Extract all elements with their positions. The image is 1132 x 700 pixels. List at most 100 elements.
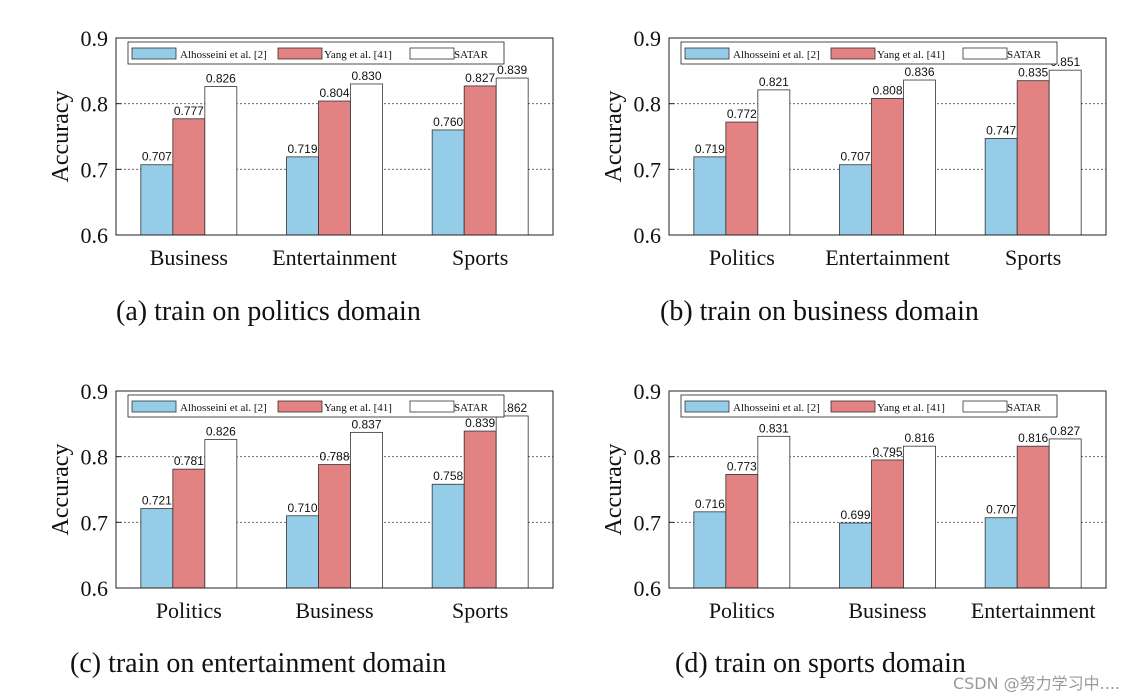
y-axis-label: Accuracy [48, 444, 74, 536]
x-tick-label: Business [150, 245, 228, 270]
x-tick-label: Sports [1005, 245, 1061, 270]
y-tick-label: 0.9 [634, 26, 662, 51]
y-axis-label: Accuracy [601, 444, 627, 536]
y-tick-label: 0.9 [634, 379, 662, 404]
x-tick-label: Politics [156, 598, 222, 623]
chart-caption: (d) train on sports domain [675, 648, 966, 679]
bar-satar-sports [495, 415, 529, 589]
data-label: 0.747 [986, 123, 1016, 137]
bar-yang-et-al-41--politics [725, 473, 759, 589]
bar-yang-et-al-41--sports [1016, 80, 1050, 236]
axes-frame [115, 37, 554, 236]
bar-alhosseini-et-al-2--entertainment [286, 156, 319, 236]
bar-satar-entertainment [903, 79, 936, 236]
bar-yang-et-al-41--politics [725, 121, 759, 236]
data-label: 0.804 [319, 86, 349, 100]
legend-swatch [684, 47, 730, 60]
y-tick-label: 0.7 [634, 510, 662, 535]
bar-yang-et-al-41--sports [463, 85, 497, 236]
data-label: 0.835 [1018, 66, 1048, 80]
data-label: 0.710 [287, 501, 317, 515]
data-label: 0.716 [695, 497, 725, 511]
data-label: 0.719 [695, 142, 725, 156]
legend-label: Alhosseini et al. [2] [733, 49, 820, 61]
data-label: 0.781 [174, 454, 204, 468]
data-label: 0.827 [465, 71, 495, 85]
bar-satar-business [204, 86, 238, 236]
bar-alhosseini-et-al-2--sports [431, 129, 465, 236]
chart-caption: (b) train on business domain [660, 296, 979, 327]
y-tick-label: 0.7 [81, 157, 109, 182]
data-label: 0.831 [759, 421, 789, 435]
y-tick-label: 0.7 [634, 157, 662, 182]
x-tick-label: Business [848, 598, 926, 623]
data-label: 0.816 [1018, 431, 1048, 445]
legend-label: Yang et al. [41] [877, 49, 945, 61]
y-tick-label: 0.9 [81, 26, 109, 51]
data-label: 0.699 [840, 508, 870, 522]
data-label: 0.707 [142, 150, 172, 164]
legend-swatch [409, 47, 455, 60]
legend-label: Yang et al. [41] [324, 49, 392, 61]
data-label: 0.826 [206, 72, 236, 86]
x-tick-label: Entertainment [272, 245, 397, 270]
legend-label: Alhosseini et al. [2] [180, 49, 267, 61]
bar-alhosseini-et-al-2--sports [984, 138, 1018, 236]
legend-swatch [962, 400, 1008, 413]
bar-alhosseini-et-al-2--business [140, 164, 174, 236]
y-tick-label: 0.8 [634, 445, 662, 470]
data-label: 0.773 [727, 459, 757, 473]
data-label: 0.816 [904, 431, 934, 445]
legend-label: Alhosseini et al. [2] [180, 402, 267, 414]
bar-alhosseini-et-al-2--business [286, 515, 319, 589]
bar-yang-et-al-41--politics [172, 468, 206, 589]
y-tick-label: 0.9 [81, 379, 109, 404]
bar-alhosseini-et-al-2--politics [693, 156, 727, 236]
data-label: 0.788 [319, 450, 349, 464]
bar-alhosseini-et-al-2--entertainment [839, 164, 872, 236]
x-tick-label: Politics [709, 598, 775, 623]
legend-label: Yang et al. [41] [877, 402, 945, 414]
chart-panel-4: 0.7160.7730.831Politics0.6990.7950.816Bu… [601, 379, 1107, 679]
bar-yang-et-al-41--business [871, 459, 904, 589]
bar-yang-et-al-41--business [172, 118, 206, 236]
data-label: 0.862 [497, 401, 527, 415]
data-label: 0.758 [433, 469, 463, 483]
data-label: 0.760 [433, 115, 463, 129]
bar-alhosseini-et-al-2--business [839, 522, 872, 589]
data-label: 0.777 [174, 104, 204, 118]
legend-swatch [277, 400, 323, 413]
legend-label: Alhosseini et al. [2] [733, 402, 820, 414]
legend-swatch [684, 400, 730, 413]
bar-satar-politics [757, 89, 791, 236]
legend-swatch [131, 47, 177, 60]
bar-yang-et-al-41--entertainment [1016, 445, 1050, 589]
bar-satar-politics [204, 439, 238, 589]
x-tick-label: Entertainment [825, 245, 950, 270]
data-label: 0.839 [465, 416, 495, 430]
bar-satar-business [903, 445, 936, 589]
x-tick-label: Entertainment [971, 598, 1096, 623]
legend-swatch [409, 400, 455, 413]
axes-frame [668, 390, 1107, 589]
bar-satar-politics [757, 435, 791, 589]
data-label: 0.836 [904, 65, 934, 79]
y-axis-label: Accuracy [48, 91, 74, 183]
legend-swatch [830, 47, 876, 60]
bar-alhosseini-et-al-2--sports [431, 483, 465, 589]
y-axis-label: Accuracy [601, 91, 627, 183]
data-label: 0.830 [351, 69, 381, 83]
y-tick-label: 0.7 [81, 510, 109, 535]
legend-label: SATAR [454, 402, 489, 414]
data-label: 0.851 [1050, 55, 1080, 69]
legend-label: Yang et al. [41] [324, 402, 392, 414]
chart-caption: (c) train on entertainment domain [70, 648, 446, 679]
x-tick-label: Politics [709, 245, 775, 270]
y-tick-label: 0.6 [634, 223, 662, 248]
bar-yang-et-al-41--entertainment [318, 100, 351, 236]
x-tick-label: Business [295, 598, 373, 623]
bar-satar-entertainment [350, 83, 383, 236]
bar-alhosseini-et-al-2--entertainment [984, 517, 1018, 589]
